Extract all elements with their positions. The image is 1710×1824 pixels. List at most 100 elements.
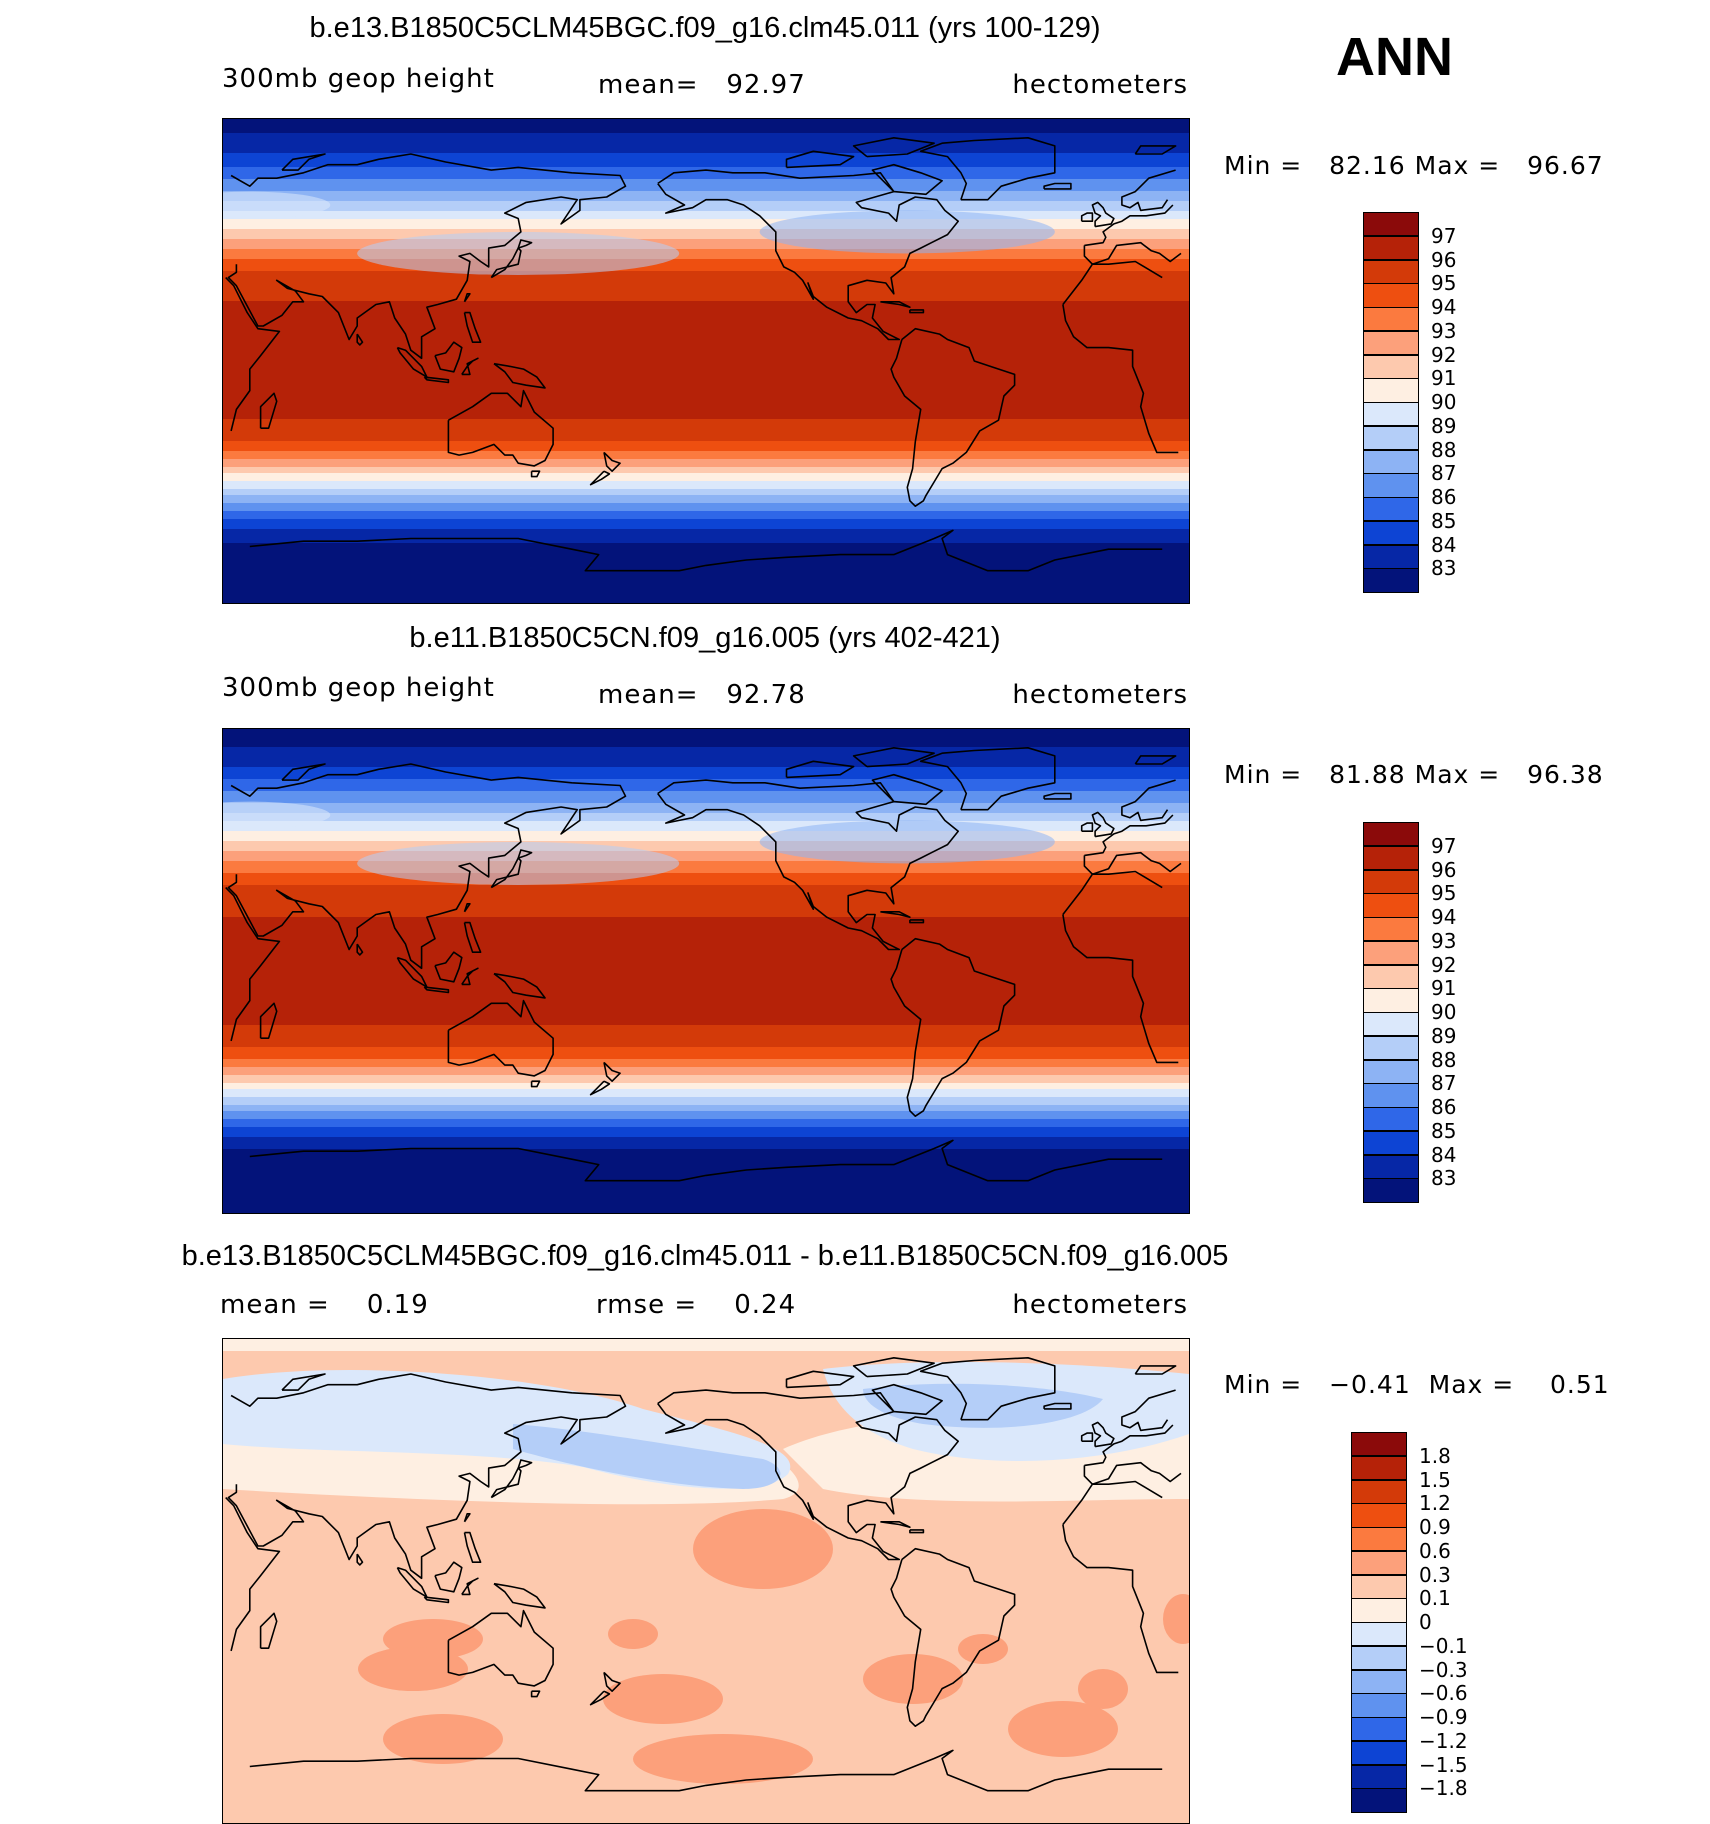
colorbar-tick-label: 89: [1431, 1023, 1457, 1048]
contour-band: [223, 539, 1189, 542]
contour-band: [223, 955, 1189, 958]
coastline: [281, 1373, 326, 1391]
contour-band: [223, 1065, 1189, 1068]
contour-band: [223, 893, 1189, 896]
contour-band: [223, 583, 1189, 586]
contour-band: [223, 403, 1189, 406]
contour-band: [223, 343, 1189, 346]
contour-band: [223, 313, 1189, 316]
contour-band: [223, 773, 1189, 776]
contour-band: [223, 431, 1189, 434]
contour-band: [223, 561, 1189, 564]
contour-band: [223, 149, 1189, 152]
contour-region: [358, 1647, 468, 1691]
contour-band: [223, 177, 1189, 180]
contour-band: [223, 1137, 1189, 1140]
colorbar-tick-label: 97: [1431, 833, 1457, 858]
contour-band: [223, 517, 1189, 520]
contour-band: [223, 937, 1189, 940]
contour-band: [223, 523, 1189, 526]
contour-band: [223, 1081, 1189, 1084]
coastline: [1043, 1402, 1072, 1410]
contour-band: [223, 1125, 1189, 1128]
coastline: [227, 1373, 1182, 1580]
coastline: [880, 301, 911, 308]
coastline: [356, 943, 364, 956]
coastline: [1091, 201, 1115, 228]
colorbar-box: [1363, 1107, 1419, 1132]
colorbar-tick-label: 87: [1431, 1071, 1457, 1096]
contour-band: [223, 571, 1189, 574]
coastline: [852, 1357, 935, 1378]
panel2-minmax: Min = 81.88 Max = 96.38: [1224, 760, 1604, 789]
colorbar-tick-label: −1.2: [1419, 1728, 1468, 1753]
contour-band: [223, 479, 1189, 482]
contour-region: [513, 1424, 781, 1489]
contour-band: [223, 309, 1189, 312]
contour-band: [223, 969, 1189, 972]
coastline: [530, 470, 541, 478]
panel2-contour-bands: [223, 729, 1189, 1213]
colorbar-tick-label: −0.9: [1419, 1705, 1468, 1729]
contour-band: [223, 1091, 1189, 1094]
contour-band: [223, 337, 1189, 340]
contour-band: [223, 867, 1189, 870]
coastline: [871, 163, 943, 196]
coastline: [589, 1690, 611, 1706]
contour-band: [223, 1087, 1189, 1090]
contour-band: [223, 913, 1189, 916]
contour-band: [223, 829, 1189, 832]
contour-band: [223, 325, 1189, 328]
contour-band: [223, 565, 1189, 568]
contour-band: [223, 841, 1189, 844]
colorbar-box: [1363, 473, 1419, 498]
contour-band: [223, 957, 1189, 960]
coastline: [490, 857, 522, 889]
coastline: [259, 392, 278, 429]
coastline: [1091, 811, 1115, 838]
contour-band: [223, 207, 1189, 210]
coastline: [517, 1459, 533, 1469]
contour-band: [223, 579, 1189, 582]
contour-band: [223, 895, 1189, 898]
contour-band: [223, 163, 1189, 166]
contour-band: [223, 1159, 1189, 1162]
contour-band: [223, 585, 1189, 588]
coastline: [1134, 755, 1177, 765]
contour-band: [223, 1163, 1189, 1166]
contour-band: [223, 235, 1189, 238]
contour-band: [223, 353, 1189, 356]
contour-band: [223, 1191, 1189, 1194]
contour-band: [223, 1111, 1189, 1114]
season-label: ANN: [1336, 27, 1453, 87]
colorbar-tick-label: 87: [1431, 461, 1457, 486]
contour-region: [608, 1619, 658, 1649]
contour-band: [223, 363, 1189, 366]
contour-band: [223, 901, 1189, 904]
contour-band: [223, 575, 1189, 578]
contour-band: [223, 833, 1189, 836]
contour-band: [223, 445, 1189, 448]
colorbar-box: [1351, 1717, 1407, 1742]
contour-band: [223, 203, 1189, 206]
contour-band: [223, 491, 1189, 494]
contour-band: [223, 175, 1189, 178]
colorbar-box: [1363, 1154, 1419, 1179]
colorbar-box: [1351, 1527, 1407, 1552]
contour-band: [223, 435, 1189, 438]
contour-band: [223, 601, 1189, 603]
contour-band: [223, 1095, 1189, 1098]
colorbar-tick-label: −0.3: [1419, 1657, 1468, 1682]
contour-band: [223, 285, 1189, 288]
contour-band: [223, 1133, 1189, 1136]
coastline: [434, 341, 463, 373]
colorbar-tick-label: 84: [1431, 1142, 1457, 1167]
contour-band: [223, 525, 1189, 528]
coastline: [227, 763, 1182, 970]
panel3-minmax: Min = −0.41 Max = 0.51: [1224, 1370, 1610, 1399]
contour-band: [223, 1171, 1189, 1174]
colorbar-box: [1363, 235, 1419, 261]
contour-band: [223, 133, 1189, 136]
contour-band: [223, 1053, 1189, 1056]
contour-band: [223, 985, 1189, 988]
